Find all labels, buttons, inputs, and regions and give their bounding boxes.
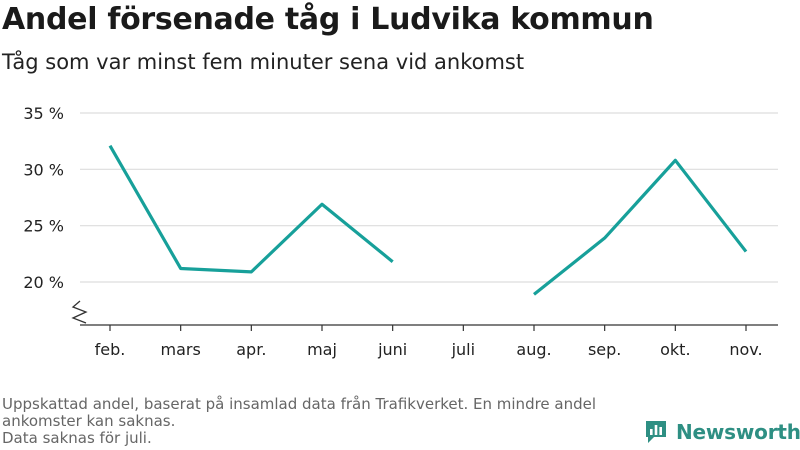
x-tick-label: juni (377, 340, 407, 359)
x-tick-label: okt. (660, 340, 690, 359)
bar-chart-logo-icon (646, 421, 666, 443)
x-tick-label: apr. (236, 340, 266, 359)
x-tick-label: feb. (95, 340, 126, 359)
footnote: Uppskattad andel, baserat på insamlad da… (2, 396, 632, 447)
brand-name: Newsworthy (676, 420, 800, 444)
y-tick-label: 30 % (23, 160, 64, 179)
series-line (533, 158, 748, 296)
x-tick-label: sep. (588, 340, 621, 359)
y-axis-break-icon (71, 300, 88, 324)
y-tick-label: 35 % (23, 104, 64, 123)
chart-title: Andel försenade tåg i Ludvika kommun (2, 2, 654, 37)
x-tick-label: aug. (516, 340, 551, 359)
series-line (108, 144, 394, 274)
newsworthy-logo: Newsworthy (644, 420, 800, 444)
footnote-missing-data: Data saknas för juli. (2, 429, 152, 447)
x-tick-label: juli (451, 340, 475, 359)
x-tick-label: mars (161, 340, 201, 359)
y-tick-label: 20 % (23, 273, 64, 292)
x-tick-label: maj (307, 340, 337, 359)
line-chart: 20 % 25 % 30 % 35 % feb. mars apr. maj juni juli a… (23, 104, 778, 359)
chart-subtitle: Tåg som var minst fem minuter sena vid a… (2, 50, 525, 74)
x-tick-label: nov. (729, 340, 762, 359)
y-tick-label: 25 % (23, 217, 64, 236)
footnote-source: Uppskattad andel, baserat på insamlad da… (2, 395, 597, 430)
